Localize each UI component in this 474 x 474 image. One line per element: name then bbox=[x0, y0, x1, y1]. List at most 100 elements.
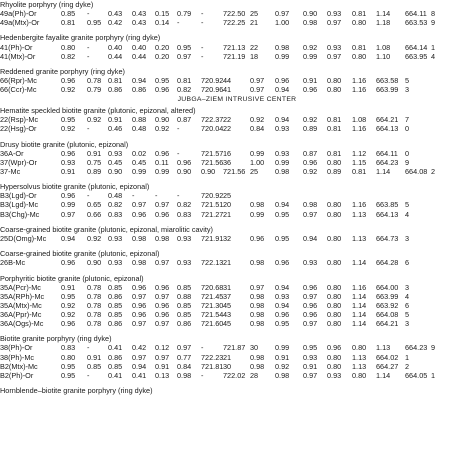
value-cell: 0.86 bbox=[132, 85, 147, 95]
value-cell: 0.97 bbox=[132, 319, 147, 329]
rock-type-label: Drusy biotite granite (plutonic, epizona… bbox=[0, 139, 129, 149]
value-cell: 721.56 bbox=[223, 166, 246, 176]
value-cell: - bbox=[201, 370, 204, 380]
value-cell: 32 bbox=[223, 233, 232, 243]
value-cell: 0.92 bbox=[303, 166, 318, 176]
value-cell: 0.99 bbox=[303, 51, 318, 61]
value-cell: 31 bbox=[223, 282, 232, 292]
value-cell: 8 bbox=[431, 9, 436, 19]
value-cell: 721.30 bbox=[201, 300, 224, 310]
rock-type-label: Hematite speckled biotite granite (pluto… bbox=[0, 106, 196, 116]
value-cell: 0.42 bbox=[132, 343, 147, 353]
value-cell: 41 bbox=[223, 85, 232, 95]
value-cell: 722.13 bbox=[201, 258, 224, 268]
value-cell: 664.08 bbox=[405, 166, 428, 176]
value-cell: - bbox=[87, 191, 90, 201]
value-cell: 0.81 bbox=[327, 124, 342, 134]
value-cell: 0.84 bbox=[250, 124, 265, 134]
value-cell: 0.87 bbox=[177, 115, 192, 125]
value-cell: 0.40 bbox=[132, 42, 147, 52]
value-cell: 0.14 bbox=[155, 18, 170, 28]
value-cell: 0.13 bbox=[155, 370, 170, 380]
feldspar-data-table: Rhyolite porphyry (ring dyke) 49a(Ph)-Or 0… bbox=[0, 0, 474, 395]
value-cell: 0.97 bbox=[177, 51, 192, 61]
value-cell: 663.95 bbox=[405, 51, 428, 61]
sample-id-cell: 35A(Pcr)-Mc bbox=[0, 282, 41, 292]
value-cell: 721.51 bbox=[201, 200, 224, 210]
sample-id-cell: 37(Wpr)-Or bbox=[0, 157, 37, 167]
value-cell: 0.92 bbox=[303, 42, 318, 52]
sample-id-cell: 66(Rpr)-Mc bbox=[0, 76, 37, 86]
rock-type-label: Biotite granite porphyry (ring dyke) bbox=[0, 334, 112, 344]
table-row: 35A(Mtx)-Mc 0.92 0.78 0.85 0.96 0.96 0.85 721.3… bbox=[0, 301, 474, 310]
value-cell: 0.78 bbox=[87, 309, 102, 319]
value-cell: 1.14 bbox=[376, 166, 391, 176]
value-cell: 0.91 bbox=[61, 166, 76, 176]
value-cell: 0.83 bbox=[108, 209, 123, 219]
value-cell: 664.14 bbox=[405, 42, 428, 52]
value-cell: 721.56 bbox=[201, 157, 224, 167]
value-cell: 0.98 bbox=[250, 291, 265, 301]
value-cell: 0.86 bbox=[108, 85, 123, 95]
value-cell: 721.57 bbox=[201, 148, 224, 158]
table-row: B3(Lgd)-Or 0.96-0.48- - -720.92 25 bbox=[0, 191, 474, 200]
value-cell: 0.41 bbox=[132, 370, 147, 380]
value-cell: 0.80 bbox=[352, 51, 367, 61]
value-cell: 16 bbox=[223, 148, 232, 158]
value-cell: - bbox=[87, 9, 90, 19]
intrusive-center-heading: JUBGA–ZIEM INTRUSIVE CENTER bbox=[177, 96, 297, 104]
table-row: 66(Rpr)-Mc 0.96 0.78 0.81 0.94 0.95 0.81 720.92… bbox=[0, 76, 474, 85]
rock-type-title: Drusy biotite granite (plutonic, epizona… bbox=[0, 140, 474, 149]
value-cell: 5 bbox=[405, 200, 410, 210]
value-cell: 0.95 bbox=[177, 42, 192, 52]
value-cell: 0.81 bbox=[352, 9, 367, 19]
value-cell: 1 bbox=[405, 352, 410, 362]
value-cell: 0.96 bbox=[61, 258, 76, 268]
value-cell: 0.80 bbox=[327, 85, 342, 95]
sample-id-cell: 25D(Omg)-Mc bbox=[0, 233, 47, 243]
value-cell: 0.92 bbox=[61, 300, 76, 310]
value-cell: 0.99 bbox=[250, 148, 265, 158]
value-cell: 720.68 bbox=[201, 282, 224, 292]
value-cell: 0.98 bbox=[250, 258, 265, 268]
value-cell: 0.96 bbox=[61, 76, 76, 86]
rock-type-label: Porphyritic biotite granite (plutonic, e… bbox=[0, 273, 144, 283]
rock-type-title: Hematite speckled biotite granite (pluto… bbox=[0, 106, 474, 115]
value-cell: 0.98 bbox=[250, 309, 265, 319]
value-cell: 0.96 bbox=[61, 319, 76, 329]
value-cell: 21 bbox=[223, 352, 232, 362]
table-row: 35A(RPh)-Mc 0.95 0.78 0.86 0.97 0.97 0.88 721.4… bbox=[0, 292, 474, 301]
value-cell: 0.96 bbox=[177, 157, 192, 167]
value-cell: 0.83 bbox=[61, 343, 76, 353]
value-cell: 0.78 bbox=[87, 291, 102, 301]
table-row: 49a(Ph)-Or 0.85-0.43 0.43 0.15 0.79-722.50 25… bbox=[0, 9, 474, 18]
value-cell: 0.93 bbox=[61, 157, 76, 167]
value-cell: 0.81 bbox=[108, 76, 123, 86]
value-cell: 721.27 bbox=[201, 209, 224, 219]
value-cell: 0.85 bbox=[177, 300, 192, 310]
value-cell: 1.00 bbox=[275, 18, 290, 28]
value-cell: 0.92 bbox=[87, 115, 102, 125]
value-cell: 0.96 bbox=[303, 157, 318, 167]
value-cell: 0.80 bbox=[327, 157, 342, 167]
value-cell: 0.92 bbox=[303, 115, 318, 125]
value-cell: 0.96 bbox=[303, 85, 318, 95]
value-cell: 0.80 bbox=[327, 209, 342, 219]
value-cell: 0.97 bbox=[303, 291, 318, 301]
value-cell: 0.82 bbox=[108, 200, 123, 210]
value-cell: 36 bbox=[223, 157, 232, 167]
value-cell: 0.15 bbox=[155, 9, 170, 19]
value-cell: 0.97 bbox=[155, 200, 170, 210]
value-cell: 0.97 bbox=[132, 200, 147, 210]
value-cell: 0.78 bbox=[87, 282, 102, 292]
value-cell: - bbox=[201, 343, 204, 353]
value-cell: 0.48 bbox=[108, 191, 123, 201]
rock-type-title: Rhyolite porphyry (ring dyke) bbox=[0, 0, 474, 9]
value-cell: 0.93 bbox=[327, 9, 342, 19]
value-cell: - bbox=[177, 191, 180, 201]
rock-type-title: Biotite granite porphyry (ring dyke) bbox=[0, 334, 474, 343]
value-cell: 0.98 bbox=[132, 258, 147, 268]
value-cell: 0.97 bbox=[155, 352, 170, 362]
value-cell: 0.80 bbox=[61, 352, 76, 362]
table-row: 36A-Or 0.96 0.91 0.93 0.02 0.96-721.57 16 0.99 0… bbox=[0, 149, 474, 158]
